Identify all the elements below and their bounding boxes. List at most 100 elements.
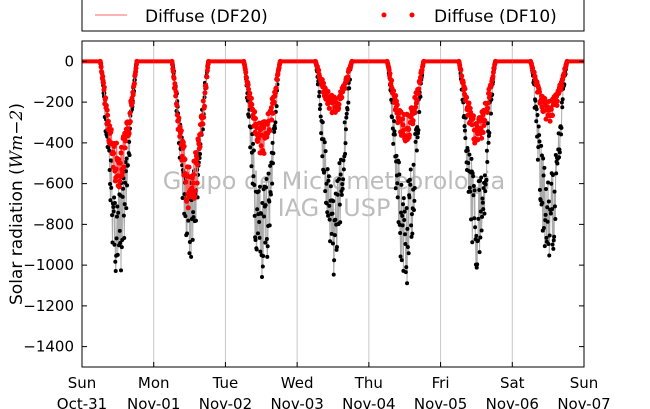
df10-point <box>122 138 128 144</box>
global-point <box>259 211 264 216</box>
global-point <box>395 195 400 200</box>
global-point <box>559 125 564 130</box>
global-point <box>547 253 552 258</box>
df10-point <box>488 82 494 88</box>
df10-point <box>192 193 198 199</box>
global-point <box>119 268 124 273</box>
y-axis-title: Solar radiation (Wm−2) <box>7 103 27 305</box>
global-point <box>408 182 413 187</box>
global-point <box>462 128 467 133</box>
global-point <box>535 112 540 117</box>
df10-point <box>246 86 252 92</box>
df10-point <box>113 166 119 172</box>
df10-point <box>261 150 267 156</box>
global-point <box>114 214 119 219</box>
global-point <box>560 97 565 102</box>
global-point <box>395 181 400 186</box>
x-axis: Sun Oct-31 Mon Nov-01 Tue Nov-02 Wed Nov-03 Thu N… <box>57 41 611 409</box>
df10-point <box>342 86 348 92</box>
global-point <box>186 218 191 223</box>
df10-point <box>191 172 197 178</box>
global-point <box>112 242 117 247</box>
global-point <box>262 214 267 219</box>
global-point <box>340 182 345 187</box>
global-point <box>343 141 348 146</box>
df10-point <box>171 75 177 81</box>
df10-point <box>412 110 418 116</box>
global-point <box>267 223 272 228</box>
global-point <box>405 244 410 249</box>
global-point <box>330 211 335 216</box>
global-point <box>480 200 485 205</box>
global-point <box>114 236 119 241</box>
df10-point <box>103 95 109 101</box>
global-point <box>338 172 343 177</box>
global-point <box>343 127 348 132</box>
global-point <box>332 258 337 263</box>
global-point <box>120 194 125 199</box>
global-point <box>325 167 330 172</box>
global-point <box>402 217 407 222</box>
legend: Diffuse (DF20) Diffuse (DF10) <box>81 0 585 32</box>
df10-point <box>130 92 136 98</box>
df10-point <box>387 71 393 77</box>
global-point <box>257 184 262 189</box>
global-point <box>486 140 491 145</box>
x-tick-day-label: Mon <box>138 374 170 392</box>
df10-point <box>118 144 124 150</box>
global-point <box>474 233 479 238</box>
global-point <box>342 120 347 125</box>
df10-point <box>482 118 488 124</box>
df10-point <box>111 150 117 156</box>
global-point <box>332 233 337 238</box>
global-point <box>111 204 116 209</box>
df10-point <box>194 156 200 162</box>
global-point <box>544 235 549 240</box>
global-point <box>404 265 409 270</box>
df10-point <box>268 105 274 111</box>
global-point <box>537 187 542 192</box>
global-point <box>122 202 127 207</box>
global-point <box>399 182 404 187</box>
df10-point <box>103 102 109 108</box>
watermark-line-2: IAG - USP <box>278 194 391 222</box>
global-point <box>327 217 332 222</box>
global-point <box>270 161 275 166</box>
df10-point <box>117 178 123 184</box>
global-point <box>251 148 256 153</box>
df10-point <box>185 205 191 211</box>
global-point <box>475 238 480 243</box>
plot-frame <box>81 40 585 368</box>
global-point <box>344 111 349 116</box>
df10-point <box>243 69 249 75</box>
global-point <box>398 210 403 215</box>
df10-point <box>121 164 127 170</box>
global-point <box>112 200 117 205</box>
df10-point <box>204 74 210 80</box>
df10-point <box>201 114 207 120</box>
df10-point <box>485 100 491 106</box>
df10-point <box>468 109 474 115</box>
df10-point <box>531 70 537 76</box>
global-point <box>256 189 261 194</box>
global-point <box>536 124 541 129</box>
y-tick-label: −200 <box>33 93 74 111</box>
global-point <box>335 192 340 197</box>
df10-point <box>203 85 209 91</box>
df10-point <box>184 198 190 204</box>
df10-point <box>559 83 565 89</box>
global-point <box>337 177 342 182</box>
df10-point <box>466 100 472 106</box>
global-point <box>534 107 539 112</box>
df10-point <box>269 117 275 123</box>
global-point <box>470 171 475 176</box>
global-point <box>483 182 488 187</box>
series-df10 <box>82 58 584 211</box>
global-point <box>469 156 474 161</box>
global-point <box>263 240 268 245</box>
global-point <box>318 114 323 119</box>
global-point <box>122 235 127 240</box>
global-point <box>248 145 253 150</box>
global-point <box>272 129 277 134</box>
global-point <box>123 160 128 165</box>
